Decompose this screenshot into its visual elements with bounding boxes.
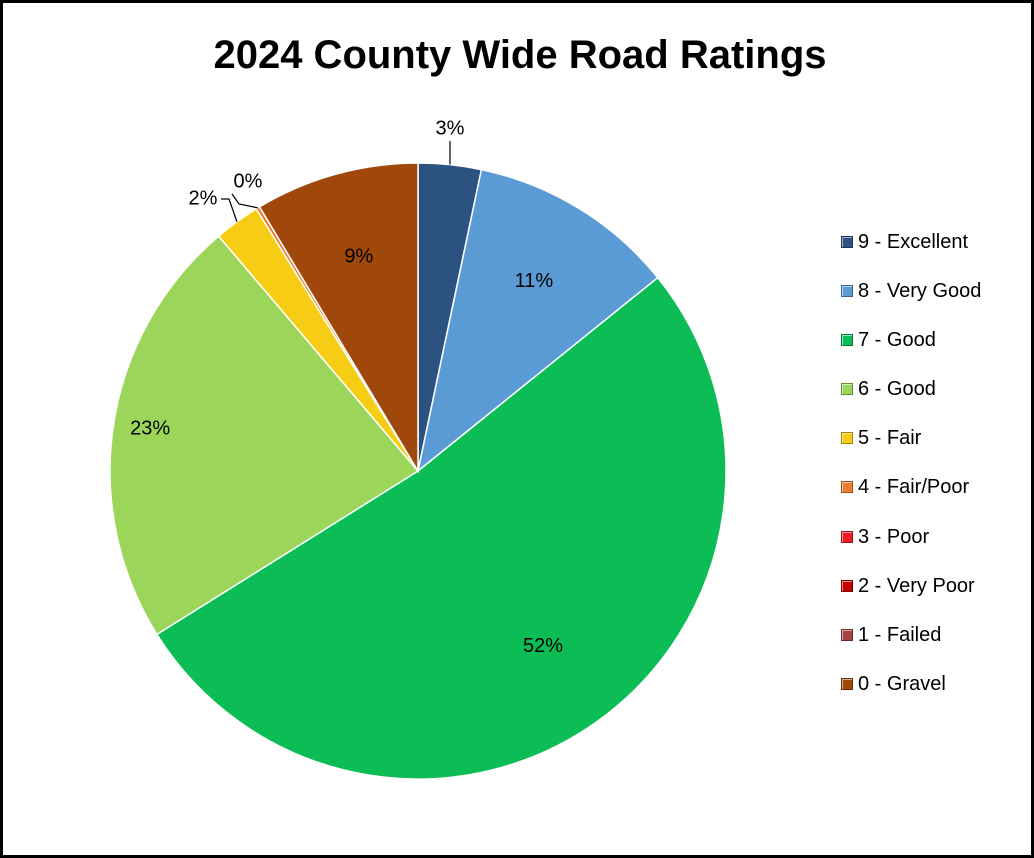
data-label-6-good: 23% [130, 418, 170, 440]
leader-line-5-fair [221, 198, 238, 223]
data-label-0-gravel: 9% [344, 246, 373, 268]
legend-label: 9 - Excellent [858, 231, 969, 253]
data-label-9-excellent: 3% [436, 117, 465, 139]
legend-label: 8 - Very Good [858, 280, 982, 303]
data-label-5-fair: 2% [189, 187, 218, 209]
legend-label: 3 - Poor [858, 525, 930, 548]
legend-label: 5 - Fair [858, 427, 922, 450]
pie-chart: 3% 11% 52% 23% 2% 0% 9% [109, 117, 727, 780]
pie-slice-0-gravel [258, 162, 419, 474]
pie-slice-6-good [109, 235, 420, 636]
legend-swatch [841, 334, 853, 347]
legend-label: 7 - Good [858, 329, 936, 352]
legend-label: 0 - Gravel [858, 672, 946, 695]
chart-title: 2024 County Wide Road Ratings [213, 33, 827, 77]
legend-swatch [841, 677, 853, 690]
legend-label: 1 - Failed [858, 623, 942, 646]
legend-swatch [841, 481, 853, 494]
legend-swatch [841, 579, 853, 592]
legend-swatch [841, 383, 853, 396]
legend-swatch [841, 236, 853, 248]
data-label-8-very-good: 11% [515, 270, 554, 292]
data-label-4-fair-poor: 0% [234, 170, 263, 192]
pie-slice-8-very-good [416, 168, 659, 473]
legend-label: 4 - Fair/Poor [858, 476, 970, 499]
legend-swatch [841, 432, 853, 445]
legend-label: 2 - Very Poor [858, 574, 975, 597]
legend-swatch [841, 285, 853, 298]
pie-slice-7-good [155, 276, 727, 780]
legend-label: 6 - Good [858, 378, 936, 401]
legend-swatch [841, 530, 853, 543]
data-label-7-good: 52% [523, 635, 563, 657]
legend-swatch [841, 628, 853, 641]
leader-line-4-fair-poor [231, 193, 259, 209]
